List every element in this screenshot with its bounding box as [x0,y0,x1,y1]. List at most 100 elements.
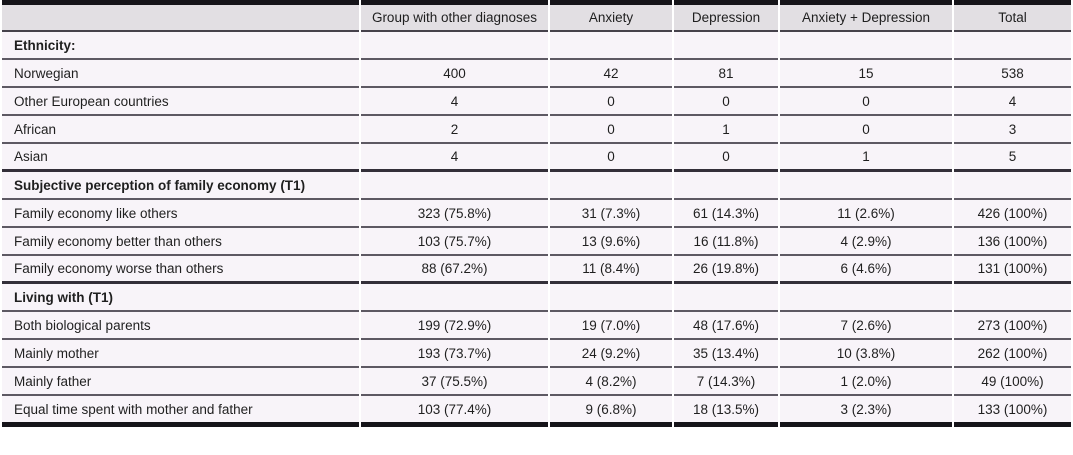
section-title: Subjective perception of family economy … [2,172,359,200]
column-header-empty [2,0,359,32]
cell-value: 19 (7.0%) [550,312,672,340]
cell-value: 88 (67.2%) [361,256,548,284]
cell-value: 426 (100%) [954,200,1071,228]
cell-value: 49 (100%) [954,368,1071,396]
cell-value: 9 (6.8%) [550,396,672,427]
row-label: Family economy worse than others [2,256,359,284]
row-label: Mainly father [2,368,359,396]
cell-value: 11 (2.6%) [780,200,952,228]
section-row-family-economy: Subjective perception of family economy … [2,172,1071,200]
cell-value: 15 [780,60,952,88]
table-row-both-biological-parents: Both biological parents 199 (72.9%) 19 (… [2,312,1071,340]
cell-value: 11 (8.4%) [550,256,672,284]
table-row-mainly-father: Mainly father 37 (75.5%) 4 (8.2%) 7 (14.… [2,368,1071,396]
cell-value: 0 [550,144,672,172]
cell-value: 103 (77.4%) [361,396,548,427]
cell-value: 136 (100%) [954,228,1071,256]
section-cell-empty [361,32,548,60]
table-row-asian: Asian 4 0 0 1 5 [2,144,1071,172]
cell-value: 2 [361,116,548,144]
cell-value: 1 (2.0%) [780,368,952,396]
table-row-african: African 2 0 1 0 3 [2,116,1071,144]
cell-value: 323 (75.8%) [361,200,548,228]
cell-value: 0 [674,144,778,172]
section-cell-empty [780,284,952,312]
section-cell-empty [954,32,1071,60]
cell-value: 4 (8.2%) [550,368,672,396]
cell-value: 26 (19.8%) [674,256,778,284]
section-cell-empty [550,32,672,60]
section-cell-empty [674,32,778,60]
column-header-group-other-diagnoses: Group with other diagnoses [361,0,548,32]
section-row-living-with: Living with (T1) [2,284,1071,312]
cell-value: 31 (7.3%) [550,200,672,228]
section-cell-empty [550,172,672,200]
section-cell-empty [674,172,778,200]
row-label: Both biological parents [2,312,359,340]
cell-value: 7 (2.6%) [780,312,952,340]
row-label: Mainly mother [2,340,359,368]
cell-value: 7 (14.3%) [674,368,778,396]
cell-value: 4 [361,144,548,172]
cell-value: 5 [954,144,1071,172]
cell-value: 538 [954,60,1071,88]
cell-value: 18 (13.5%) [674,396,778,427]
cell-value: 1 [780,144,952,172]
section-cell-empty [550,284,672,312]
column-header-total: Total [954,0,1071,32]
column-header-anxiety-depression: Anxiety + Depression [780,0,952,32]
section-cell-empty [954,284,1071,312]
row-label: Asian [2,144,359,172]
section-cell-empty [954,172,1071,200]
cell-value: 0 [780,116,952,144]
cell-value: 193 (73.7%) [361,340,548,368]
cell-value: 1 [674,116,778,144]
cell-value: 6 (4.6%) [780,256,952,284]
cell-value: 0 [550,88,672,116]
table-row-equal-time: Equal time spent with mother and father … [2,396,1071,427]
section-title: Living with (T1) [2,284,359,312]
cell-value: 10 (3.8%) [780,340,952,368]
cell-value: 400 [361,60,548,88]
column-header-depression: Depression [674,0,778,32]
section-cell-empty [780,32,952,60]
section-cell-empty [361,172,548,200]
cell-value: 133 (100%) [954,396,1071,427]
row-label: Family economy better than others [2,228,359,256]
cell-value: 4 (2.9%) [780,228,952,256]
section-row-ethnicity: Ethnicity: [2,32,1071,60]
cell-value: 61 (14.3%) [674,200,778,228]
row-label: Norwegian [2,60,359,88]
table-row-economy-like-others: Family economy like others 323 (75.8%) 3… [2,200,1071,228]
table-row-economy-worse: Family economy worse than others 88 (67.… [2,256,1071,284]
section-cell-empty [361,284,548,312]
cell-value: 35 (13.4%) [674,340,778,368]
cell-value: 42 [550,60,672,88]
table-row-other-european: Other European countries 4 0 0 0 4 [2,88,1071,116]
cell-value: 4 [954,88,1071,116]
cell-value: 199 (72.9%) [361,312,548,340]
cell-value: 4 [361,88,548,116]
cell-value: 48 (17.6%) [674,312,778,340]
row-label: Family economy like others [2,200,359,228]
table-row-economy-better: Family economy better than others 103 (7… [2,228,1071,256]
demographics-table: Group with other diagnoses Anxiety Depre… [2,0,1071,427]
cell-value: 81 [674,60,778,88]
cell-value: 37 (75.5%) [361,368,548,396]
header-row: Group with other diagnoses Anxiety Depre… [2,0,1071,32]
cell-value: 24 (9.2%) [550,340,672,368]
cell-value: 16 (11.8%) [674,228,778,256]
cell-value: 13 (9.6%) [550,228,672,256]
cell-value: 103 (75.7%) [361,228,548,256]
section-cell-empty [674,284,778,312]
cell-value: 3 (2.3%) [780,396,952,427]
section-cell-empty [780,172,952,200]
cell-value: 131 (100%) [954,256,1071,284]
cell-value: 0 [550,116,672,144]
cell-value: 3 [954,116,1071,144]
row-label: African [2,116,359,144]
column-header-anxiety: Anxiety [550,0,672,32]
cell-value: 0 [780,88,952,116]
table-row-norwegian: Norwegian 400 42 81 15 538 [2,60,1071,88]
